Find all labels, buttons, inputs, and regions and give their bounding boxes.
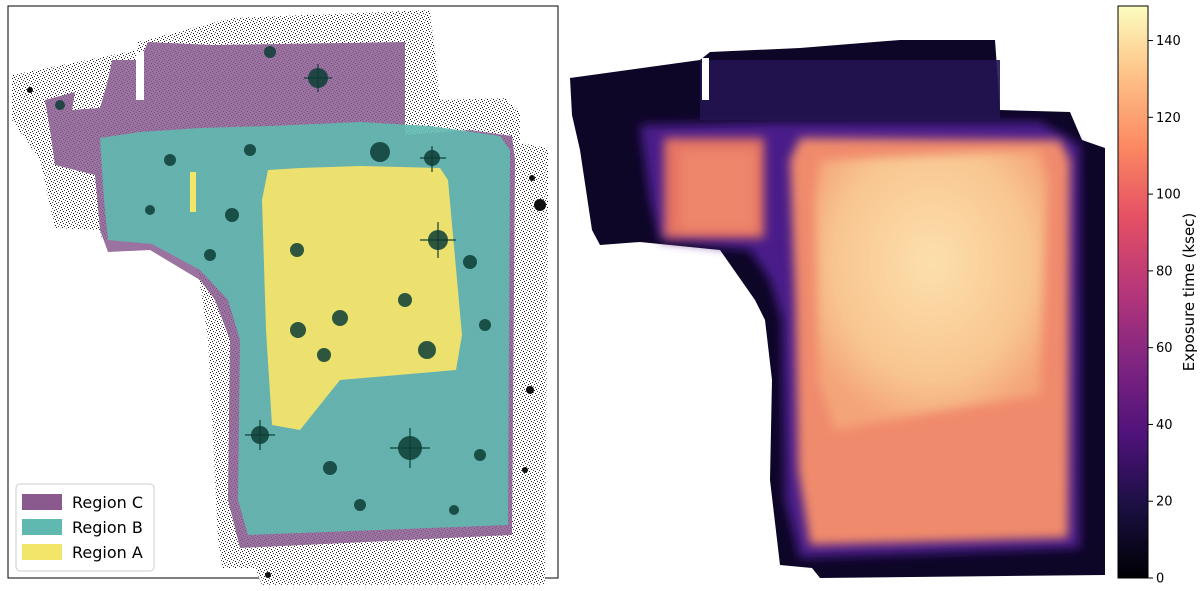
exposure-peak-region <box>815 150 1048 430</box>
exposure-upper-band <box>700 60 1000 120</box>
star-spikes <box>245 64 456 468</box>
colorbar-tick-label: 40 <box>1156 418 1173 433</box>
colorbar-tick-label: 100 <box>1156 188 1181 203</box>
colorbar-tick-label: 60 <box>1156 341 1173 356</box>
colorbar: 0 20 40 60 80 100 120 140 Exposure time (ksec) <box>1117 5 1198 587</box>
left-panel: Region C Region B Region A <box>7 5 559 585</box>
legend-label-region-a: Region A <box>72 543 143 562</box>
colorbar-tick-label: 140 <box>1156 34 1181 49</box>
colorbar-label: Exposure time (ksec) <box>1180 213 1198 372</box>
region-a <box>262 166 462 430</box>
legend: Region C Region B Region A <box>15 483 155 572</box>
colorbar-tick-label: 20 <box>1156 495 1173 510</box>
sources-field <box>27 87 546 578</box>
right-panel: 0 20 40 60 80 100 120 140 Exposure time (ksec) <box>570 5 1198 587</box>
colorbar-ticks: 0 20 40 60 80 100 120 140 <box>1148 34 1181 587</box>
colorbar-tick-label: 120 <box>1156 111 1181 126</box>
colorbar-tick-label: 0 <box>1156 572 1164 587</box>
legend-label-region-b: Region B <box>72 518 143 537</box>
legend-swatch-region-b <box>22 519 62 535</box>
legend-swatch-region-c <box>22 494 62 510</box>
region-a-strip <box>190 172 196 212</box>
exposure-notch <box>702 58 709 100</box>
colorbar-gradient <box>1117 5 1149 579</box>
colorbar-tick-label: 80 <box>1156 264 1173 279</box>
footprint-notch <box>136 52 144 100</box>
legend-label-region-c: Region C <box>72 493 143 512</box>
legend-swatch-region-a <box>22 544 62 560</box>
